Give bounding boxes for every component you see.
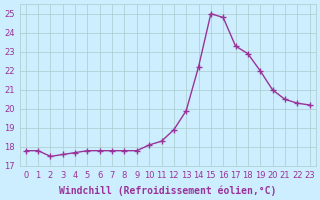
- X-axis label: Windchill (Refroidissement éolien,°C): Windchill (Refroidissement éolien,°C): [59, 185, 276, 196]
